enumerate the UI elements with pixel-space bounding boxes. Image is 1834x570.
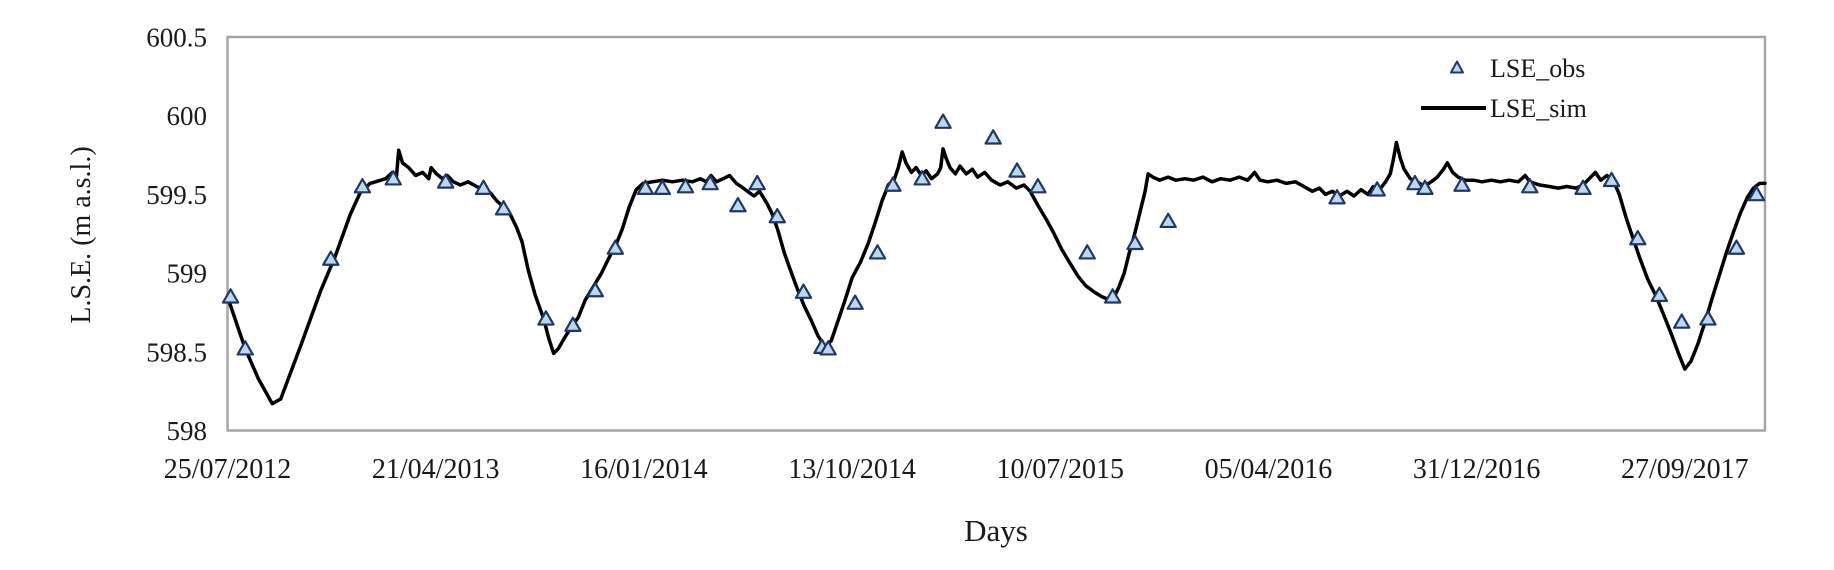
lse-obs-triangle-marker: [1673, 313, 1691, 329]
legend-label-lse-obs: LSE_obs: [1490, 54, 1585, 83]
x-tick-label: 13/10/2014: [788, 454, 916, 485]
lse-obs-triangle-marker: [768, 207, 786, 224]
lse-sim-polyline: [225, 140, 1767, 406]
lse-obs-triangle-marker: [819, 340, 837, 356]
lse-obs-triangle-marker: [437, 173, 455, 189]
y-axis-title: L.S.E. (m a.s.l.): [66, 146, 97, 323]
x-tick-label: 21/04/2013: [372, 454, 500, 485]
lse-obs-triangle-marker: [1747, 185, 1766, 202]
lse-obs-triangle-marker: [846, 294, 864, 310]
lse-obs-triangle-marker: [1328, 189, 1346, 205]
lse-obs-triangle-marker: [748, 174, 766, 191]
lse-obs-triangle-marker: [1406, 174, 1424, 191]
x-tick-label: 05/04/2016: [1205, 454, 1333, 485]
lse-obs-triangle-marker: [1416, 179, 1434, 196]
legend: LSE_obs LSE_sim: [1421, 54, 1587, 123]
lse-obs-triangle-marker: [1727, 239, 1746, 255]
lse-obs-triangle-marker: [1368, 181, 1386, 197]
lse-obs-triangle-marker: [494, 200, 513, 216]
legend-label-lse-sim: LSE_sim: [1490, 94, 1587, 123]
lse-obs-triangle-marker: [1008, 162, 1026, 178]
x-tick-label: 25/07/2012: [164, 454, 292, 485]
x-axis-tick-labels: 25/07/2012 21/04/2013 16/01/2014 13/10/2014…: [164, 454, 1749, 485]
lse-obs-triangle-marker: [322, 250, 340, 266]
lse-sim-line-series: [225, 140, 1767, 406]
lse-obs-triangle-marker: [794, 283, 813, 299]
lse-obs-triangle-marker: [606, 239, 625, 255]
lse-obs-triangle-marker: [868, 244, 887, 260]
lse-obs-triangle-marker: [353, 178, 372, 194]
lse-obs-triangle-marker: [474, 179, 493, 196]
lse-obs-triangle-marker: [1574, 179, 1592, 196]
y-tick-label: 600: [167, 101, 208, 131]
lse-obs-triangle-marker: [537, 310, 555, 326]
y-tick-label: 600.5: [146, 23, 207, 53]
lse-obs-triangle-marker: [913, 170, 931, 186]
legend-triangle-marker-icon: [1450, 60, 1464, 74]
lse-obs-triangle-marker: [1602, 171, 1621, 188]
lse-obs-triangle-marker: [1029, 178, 1047, 194]
lse-obs-triangle-marker: [1521, 178, 1539, 194]
lse-obs-triangle-marker: [934, 113, 952, 129]
x-tick-label: 10/07/2015: [996, 454, 1124, 485]
x-tick-label: 27/09/2017: [1621, 454, 1749, 485]
lse-obs-scatter-series: [221, 113, 1766, 356]
lse-obs-triangle-marker: [1629, 229, 1647, 246]
lse-obs-triangle-marker: [1159, 212, 1177, 229]
lse-obs-triangle-marker: [1078, 244, 1096, 260]
lse-obs-triangle-marker: [1126, 234, 1144, 251]
y-tick-label: 599.5: [146, 180, 207, 210]
lse-obs-triangle-marker: [236, 340, 254, 356]
lse-obs-triangle-marker: [701, 174, 719, 191]
lse-obs-triangle-marker: [221, 288, 240, 304]
lse-obs-triangle-marker: [1453, 176, 1471, 192]
lse-obs-triangle-marker: [729, 196, 747, 213]
lse-obs-triangle-marker: [653, 179, 672, 196]
lse-obs-triangle-marker: [1699, 310, 1717, 326]
x-axis-title: Days: [964, 513, 1028, 548]
x-tick-label: 31/12/2016: [1413, 454, 1541, 485]
lse-obs-triangle-marker: [384, 170, 402, 186]
lse-obs-triangle-marker: [1103, 288, 1122, 304]
lse-obs-triangle-marker: [1650, 286, 1669, 303]
lse-obs-triangle-marker: [884, 176, 902, 192]
plot-area: [226, 35, 1767, 432]
lse-obs-triangle-marker: [676, 178, 695, 194]
x-tick-label: 16/01/2014: [580, 454, 708, 485]
lse-obs-triangle-marker: [564, 316, 582, 332]
y-axis-tick-labels: 598 598.5 599 599.5 600 600.5: [146, 23, 207, 447]
y-tick-label: 598: [167, 416, 208, 446]
lse-obs-triangle-marker: [636, 179, 655, 196]
y-tick-label: 598.5: [146, 337, 207, 367]
y-tick-label: 599: [167, 259, 208, 289]
lse-obs-triangle-marker: [984, 129, 1002, 145]
lse-obs-triangle-marker: [586, 281, 604, 298]
